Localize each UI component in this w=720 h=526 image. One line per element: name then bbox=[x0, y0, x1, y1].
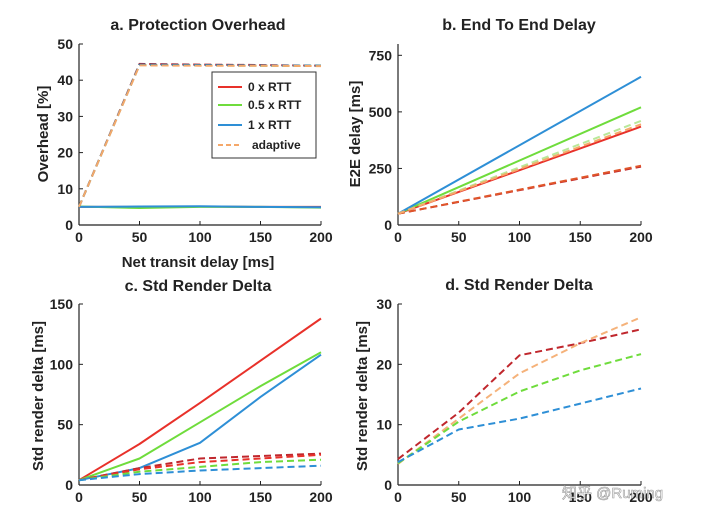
panel-b-title: b. End To End Delay bbox=[442, 17, 596, 34]
x-tick-label: 150 bbox=[249, 229, 273, 245]
y-tick-label: 50 bbox=[57, 417, 73, 433]
series-line-dashed bbox=[397, 316, 642, 465]
x-tick-label: 50 bbox=[132, 489, 148, 505]
legend: 0 x RTT 0.5 x RTT 1 x RTT adaptive bbox=[211, 71, 317, 159]
panel-d-plot: 0 50 100 150 200 0 10 20 30 bbox=[376, 296, 652, 505]
legend-label-1x: 1 x RTT bbox=[248, 118, 292, 132]
series-line-solid bbox=[397, 75, 642, 215]
x-tick-label: 0 bbox=[394, 229, 402, 245]
y-tick-label: 40 bbox=[57, 72, 73, 88]
watermark: 知乎 @Ruming bbox=[562, 485, 663, 502]
series-line-solid bbox=[78, 351, 322, 482]
series-line-dashed bbox=[397, 123, 642, 215]
y-tick-label: 30 bbox=[57, 108, 73, 124]
y-tick-label: 30 bbox=[376, 296, 392, 312]
series-line-dashed bbox=[397, 164, 642, 215]
series-line-solid bbox=[397, 125, 642, 215]
panel-b: b. End To End Delay E2E delay [ms] 0 50 10… bbox=[347, 17, 653, 245]
y-tick-label: 20 bbox=[57, 145, 73, 161]
x-tick-label: 100 bbox=[508, 229, 532, 245]
y-tick-label: 750 bbox=[369, 47, 393, 63]
x-tick-label: 200 bbox=[309, 229, 333, 245]
legend-label-adaptive: adaptive bbox=[252, 138, 301, 152]
series-line-dashed bbox=[78, 452, 322, 482]
legend-label-0x: 0 x RTT bbox=[248, 80, 292, 94]
x-tick-label: 150 bbox=[569, 489, 593, 505]
y-tick-label: 0 bbox=[65, 217, 73, 233]
y-tick-label: 150 bbox=[50, 296, 74, 312]
y-tick-label: 20 bbox=[376, 356, 392, 372]
panel-c-title: c. Std Render Delta bbox=[125, 278, 272, 295]
series-line-dashed bbox=[397, 353, 642, 465]
x-tick-label: 50 bbox=[132, 229, 148, 245]
x-tick-label: 0 bbox=[75, 489, 83, 505]
y-tick-label: 250 bbox=[369, 160, 393, 176]
x-tick-label: 200 bbox=[629, 489, 653, 505]
panel-a-title: a. Protection Overhead bbox=[110, 17, 285, 34]
legend-label-05x: 0.5 x RTT bbox=[248, 98, 302, 112]
x-tick-label: 200 bbox=[629, 229, 653, 245]
series-line-dashed bbox=[397, 387, 642, 463]
x-tick-label: 100 bbox=[508, 489, 532, 505]
y-tick-label: 50 bbox=[57, 36, 73, 52]
series-line-dashed bbox=[78, 464, 322, 482]
panel-a-ylabel: Overhead [%] bbox=[35, 86, 52, 183]
panel-d-title: d. Std Render Delta bbox=[445, 277, 593, 294]
y-tick-label: 0 bbox=[384, 217, 392, 233]
x-tick-label: 0 bbox=[75, 229, 83, 245]
y-tick-label: 0 bbox=[384, 477, 392, 493]
panel-b-ylabel: E2E delay [ms] bbox=[347, 81, 364, 188]
panel-d-ylabel: Std render delta [ms] bbox=[354, 321, 371, 471]
panel-c-ylabel: Std render delta [ms] bbox=[30, 321, 47, 471]
series-line-dashed bbox=[78, 458, 322, 482]
y-tick-label: 100 bbox=[50, 356, 74, 372]
x-tick-label: 50 bbox=[451, 229, 467, 245]
series-line-solid bbox=[397, 106, 642, 215]
series-line-dashed bbox=[78, 64, 322, 208]
x-tick-label: 150 bbox=[569, 229, 593, 245]
panel-b-plot: 0 50 100 150 200 0 250 500 750 bbox=[369, 44, 653, 245]
panel-c: c. Std Render Delta Std render delta [ms… bbox=[30, 278, 333, 505]
series-line-dashed bbox=[78, 453, 322, 482]
x-tick-label: 100 bbox=[188, 229, 212, 245]
x-tick-label: 100 bbox=[188, 489, 212, 505]
series-line-solid bbox=[78, 317, 322, 482]
y-tick-label: 10 bbox=[57, 181, 73, 197]
y-tick-label: 500 bbox=[369, 104, 393, 120]
x-tick-label: 150 bbox=[249, 489, 273, 505]
panel-a-plot: 0 50 100 150 200 0 10 20 30 40 50 bbox=[57, 36, 332, 245]
series-line-dashed bbox=[397, 328, 642, 460]
y-tick-label: 10 bbox=[376, 417, 392, 433]
y-tick-label: 0 bbox=[65, 477, 73, 493]
x-tick-label: 200 bbox=[309, 489, 333, 505]
series-line-solid bbox=[78, 353, 322, 482]
panel-c-plot: 0 50 100 150 200 0 50 100 150 bbox=[50, 296, 333, 505]
x-tick-label: 50 bbox=[451, 489, 467, 505]
x-tick-label: 0 bbox=[394, 489, 402, 505]
panel-d: d. Std Render Delta Std render delta [ms… bbox=[354, 277, 653, 505]
panel-a: a. Protection Overhead Net transit delay… bbox=[35, 17, 333, 271]
series-line-solid bbox=[78, 205, 322, 209]
panel-a-xlabel: Net transit delay [ms] bbox=[122, 254, 275, 271]
